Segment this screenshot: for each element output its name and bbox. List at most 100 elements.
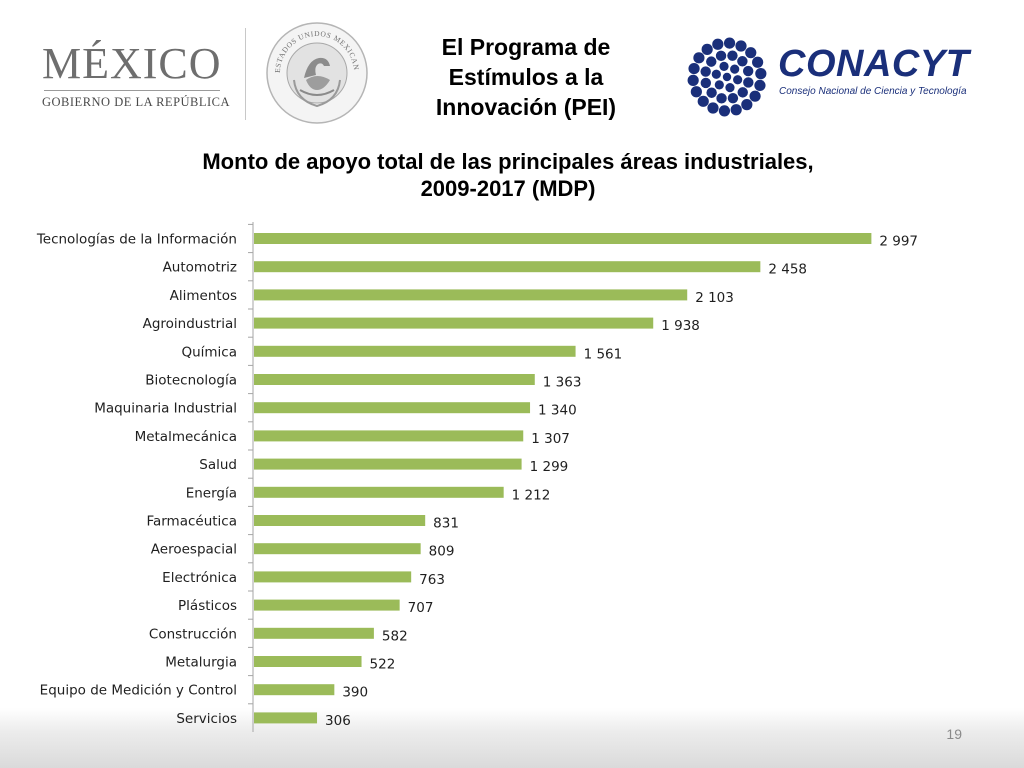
program-title: El Programa de Estímulos a la Innovación… — [400, 32, 652, 122]
conacyt-dot — [687, 74, 699, 86]
data-label: 2 103 — [695, 290, 734, 306]
conacyt-dot — [701, 43, 713, 55]
conacyt-dot — [714, 80, 724, 90]
logo-subtitle: GOBIERNO DE LA REPÚBLICA — [42, 95, 231, 109]
program-title-line-3: Innovación (PEI) — [435, 94, 617, 120]
conacyt-dot — [733, 75, 743, 85]
program-title-line-2: Estímulos a la — [448, 64, 604, 90]
category-label: Energía — [186, 485, 237, 501]
page-number: 19 — [946, 726, 962, 742]
conacyt-dot — [730, 64, 740, 74]
bar — [254, 627, 374, 639]
conacyt-dot — [727, 92, 739, 104]
conacyt-dot — [743, 77, 754, 88]
conacyt-dot — [706, 56, 717, 67]
conacyt-logo-subtitle: Consejo Nacional de Ciencia y Tecnología — [779, 86, 967, 97]
data-label: 763 — [419, 572, 445, 588]
category-label: Metalmecánica — [135, 429, 237, 445]
conacyt-dot — [730, 104, 742, 116]
category-label: Aeroespacial — [151, 542, 237, 558]
data-label: 582 — [382, 628, 408, 644]
data-label: 306 — [325, 713, 351, 729]
logo-divider — [245, 28, 246, 120]
bar — [254, 402, 531, 414]
category-label: Maquinaria Industrial — [94, 401, 237, 417]
coat-of-arms-seal-icon: ESTADOS UNIDOS MEXICANOS — [264, 20, 368, 124]
logo-word: MÉXICO — [42, 39, 222, 88]
gobierno-mexico-logo: MÉXICO GOBIERNO DE LA REPÚBLICA — [40, 40, 230, 115]
conacyt-dot — [697, 95, 709, 107]
category-label: Biotecnología — [145, 373, 237, 389]
data-label: 809 — [429, 544, 455, 560]
category-label: Agroindustrial — [143, 316, 237, 332]
bar — [254, 374, 535, 385]
conacyt-dot — [741, 99, 753, 111]
bar — [254, 571, 412, 583]
bar — [254, 289, 688, 301]
conacyt-dot — [718, 105, 731, 117]
data-label: 1 299 — [530, 459, 569, 475]
data-label: 1 340 — [538, 403, 577, 419]
data-label: 1 212 — [512, 487, 551, 503]
data-label: 1 307 — [531, 431, 570, 447]
category-label: Tecnologías de la Información — [36, 232, 237, 248]
bar — [254, 261, 761, 273]
category-label: Construcción — [149, 626, 237, 642]
conacyt-dot — [719, 61, 729, 72]
data-label: 2 997 — [879, 234, 918, 250]
bar — [254, 543, 421, 555]
conacyt-dot — [711, 69, 721, 79]
conacyt-dot — [722, 72, 732, 82]
category-label: Alimentos — [170, 288, 237, 304]
data-label: 1 938 — [661, 318, 700, 334]
category-label: Química — [181, 344, 237, 360]
program-title-line-1: El Programa de — [441, 34, 611, 60]
conacyt-dot — [688, 62, 700, 75]
conacyt-dots-icon — [687, 37, 767, 117]
data-label: 522 — [370, 657, 396, 673]
chart-title: Monto de apoyo total de las principales … — [100, 148, 916, 202]
bar — [254, 430, 524, 442]
bar — [254, 515, 426, 526]
conacyt-dot — [735, 40, 747, 52]
conacyt-dot — [755, 68, 767, 80]
data-label: 2 458 — [768, 262, 807, 278]
data-label: 707 — [408, 600, 434, 616]
bar — [254, 599, 400, 611]
conacyt-dot — [752, 56, 764, 68]
conacyt-dot — [745, 47, 757, 59]
conacyt-dot — [754, 79, 766, 92]
category-label: Equipo de Medición y Control — [40, 683, 237, 699]
conacyt-dot — [723, 37, 736, 49]
bar — [254, 345, 576, 357]
chart-title-line-2: 2009-2017 (MDP) — [420, 176, 596, 201]
bar — [254, 317, 654, 329]
data-label: 1 561 — [584, 346, 623, 362]
bar — [254, 712, 318, 724]
conacyt-logo-word: CONACYT — [778, 43, 970, 85]
category-label: Servicios — [176, 711, 237, 727]
conacyt-dot — [707, 102, 719, 114]
data-label: 390 — [342, 685, 368, 701]
category-label: Salud — [199, 457, 237, 473]
footer-band — [0, 708, 1024, 768]
conacyt-dot — [725, 82, 735, 93]
conacyt-dot — [712, 38, 724, 50]
bar — [254, 684, 335, 696]
conacyt-dot — [706, 87, 717, 98]
data-label: 831 — [433, 516, 459, 532]
conacyt-dot — [700, 77, 712, 89]
conacyt-dot — [742, 65, 754, 77]
category-label: Automotriz — [163, 260, 237, 276]
conacyt-dot — [737, 87, 748, 98]
conacyt-dot — [727, 50, 738, 61]
chart-title-line-1: Monto de apoyo total de las principales … — [202, 149, 814, 174]
data-label: 1 363 — [543, 375, 582, 391]
conacyt-dot — [737, 56, 748, 67]
bar — [254, 656, 362, 667]
bar — [254, 458, 522, 470]
category-label: Metalurgia — [165, 655, 237, 671]
conacyt-dot — [715, 50, 727, 62]
bar — [254, 486, 504, 498]
logo-rule — [44, 90, 220, 91]
